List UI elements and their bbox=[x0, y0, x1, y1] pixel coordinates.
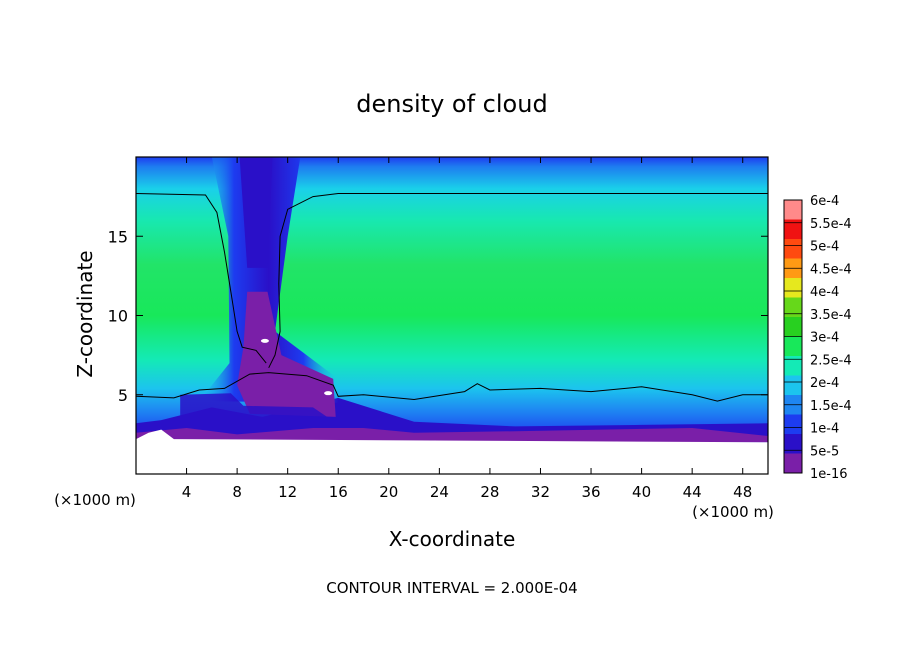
colorbar-swatch bbox=[784, 356, 802, 376]
colorbar-label: 4e-4 bbox=[810, 285, 839, 300]
updraft-core-purple bbox=[237, 291, 336, 417]
y-axis-ticks: 5 10 15 bbox=[108, 227, 768, 405]
colorbar-swatch bbox=[784, 278, 802, 298]
colorbar-label: 6e-4 bbox=[810, 194, 839, 209]
x-tick-label: 36 bbox=[581, 483, 600, 501]
contour-interval-note: CONTOUR INTERVAL = 2.000E-04 bbox=[326, 579, 577, 597]
y-tick-label: 15 bbox=[108, 227, 128, 246]
colorbar-label: 1e-4 bbox=[810, 422, 839, 437]
x-tick-label: 12 bbox=[278, 483, 297, 501]
updraft-core-upper bbox=[239, 157, 273, 268]
colorbar-label: 5.5e-4 bbox=[810, 217, 852, 232]
contour-line-upper-right bbox=[268, 193, 768, 369]
colorbar-swatch bbox=[784, 375, 802, 395]
colorbar-label: 3.5e-4 bbox=[810, 308, 852, 323]
colorbar-label: 1e-16 bbox=[810, 467, 848, 482]
colorbar-swatch bbox=[784, 317, 802, 337]
colorbar-swatch bbox=[784, 414, 802, 434]
x-tick-label: 44 bbox=[683, 483, 702, 501]
core-hole-1 bbox=[260, 338, 269, 343]
surface-purple-layer bbox=[136, 428, 768, 443]
colorbar-swatch bbox=[784, 200, 802, 220]
ground-clear-region bbox=[136, 429, 768, 474]
colorbar-label: 1.5e-4 bbox=[810, 399, 852, 414]
colorbar-swatch bbox=[784, 336, 802, 356]
y-tick-label: 10 bbox=[108, 307, 128, 326]
density-field-features bbox=[136, 157, 768, 474]
x-axis-ticks: 4 8 12 16 20 24 28 32 36 40 44 48 bbox=[182, 157, 752, 501]
plot-area bbox=[136, 157, 768, 474]
contour-line-upper-left bbox=[136, 193, 267, 364]
y-tick-label: 5 bbox=[118, 386, 128, 405]
colorbar-label: 5e-4 bbox=[810, 240, 839, 255]
x-tick-label: 8 bbox=[232, 483, 242, 501]
x-tick-label: 4 bbox=[182, 483, 192, 501]
x-tick-label: 16 bbox=[329, 483, 348, 501]
y-axis-label: Z-coordinate bbox=[73, 250, 97, 377]
colorbar-label: 5e-5 bbox=[810, 444, 839, 459]
x-unit-label-right: (×1000 m) bbox=[692, 503, 774, 521]
x-unit-label-left: (×1000 m) bbox=[54, 491, 136, 509]
colorbar-swatch bbox=[784, 219, 802, 239]
x-tick-label: 28 bbox=[480, 483, 499, 501]
chart-title: density of cloud bbox=[356, 90, 547, 118]
colorbar-swatch bbox=[784, 297, 802, 317]
x-tick-label: 20 bbox=[379, 483, 398, 501]
x-tick-label: 40 bbox=[632, 483, 651, 501]
outflow-blue-lobe bbox=[180, 393, 332, 421]
colorbar: 1e-16 5e-5 1e-4 1.5e-4 2e-4 2.5e-4 3e-4 3.5e-4 4… bbox=[783, 194, 852, 482]
colorbar-label: 2.5e-4 bbox=[810, 353, 852, 368]
colorbar-label: 4.5e-4 bbox=[810, 262, 852, 277]
colorbar-label: 3e-4 bbox=[810, 331, 839, 346]
updraft-column bbox=[199, 157, 339, 403]
x-tick-label: 48 bbox=[733, 483, 752, 501]
colorbar-label: 2e-4 bbox=[810, 376, 839, 391]
colorbar-swatch bbox=[784, 453, 802, 473]
x-axis-label: X-coordinate bbox=[389, 527, 516, 551]
core-hole-2 bbox=[324, 391, 333, 396]
x-tick-label: 24 bbox=[430, 483, 449, 501]
colorbar-swatch bbox=[784, 239, 802, 259]
contour-line-cloud-base bbox=[136, 372, 768, 402]
colorbar-swatch bbox=[784, 434, 802, 454]
x-tick-label: 32 bbox=[531, 483, 550, 501]
